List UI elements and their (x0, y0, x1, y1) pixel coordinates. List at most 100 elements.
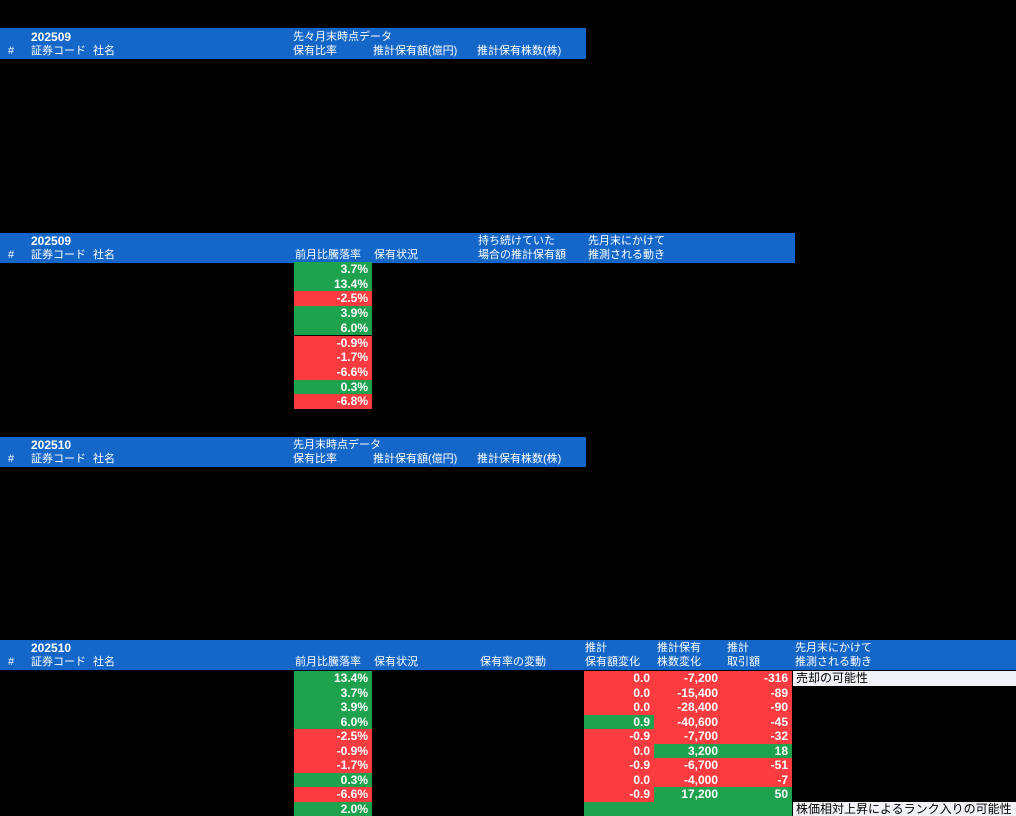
amt-change-cell[interactable]: 0.9 (584, 714, 654, 729)
col-header-index: # (8, 249, 15, 261)
pct-change-cell[interactable]: 13.4% (294, 671, 372, 686)
pct-change-cell[interactable]: 0.3% (294, 379, 372, 395)
pct-change-cell[interactable]: -6.6% (294, 787, 372, 802)
amt-change-cell[interactable]: -0.9 (584, 729, 654, 744)
col-header-index: # (8, 453, 15, 465)
trade-amt-cell[interactable]: -7 (722, 772, 792, 787)
share-change-cell[interactable] (654, 801, 722, 816)
col-header-hold-line2: 場合の推計保有額 (478, 249, 566, 261)
table-row: 3.7% 0.0 -15,400 -89 (0, 685, 1016, 700)
col-header-est-shares: 推計保有株数(株) (477, 45, 562, 57)
col-header-trade-line2: 取引額 (727, 656, 760, 668)
trade-amt-cell[interactable]: -90 (722, 700, 792, 715)
col-header-move-line2: 推測される動き (588, 249, 665, 261)
pct-change-cell[interactable]: -1.7% (294, 350, 372, 365)
table-row: -0.9% 0.0 3,200 18 (0, 743, 1016, 758)
trade-amt-cell[interactable]: -32 (722, 729, 792, 744)
col-header-code: 証券コード (31, 656, 86, 668)
pct-change-cell[interactable]: -6.8% (294, 394, 372, 409)
share-change-cell[interactable]: 17,200 (654, 787, 722, 802)
trade-amt-cell[interactable]: -316 (722, 671, 792, 686)
col-header-name: 社名 (93, 45, 115, 57)
pct-change-cell[interactable]: 3.7% (294, 262, 372, 277)
col-header-est-shares: 推計保有株数(株) (477, 453, 562, 465)
pct-change-cell[interactable]: 3.9% (294, 700, 372, 715)
amt-change-cell[interactable]: 0.0 (584, 772, 654, 787)
col-header-move-line1: 先月末にかけて (795, 642, 872, 654)
amt-change-cell[interactable] (584, 801, 654, 816)
header-band-202509-prev2: 202509 先々月末時点データ # 証券コード 社名 保有比率 推計保有額(億… (0, 28, 586, 59)
trade-amt-cell[interactable]: -45 (722, 714, 792, 729)
table-row: -2.5% -0.9 -7,700 -32 (0, 729, 1016, 744)
header-band-202509-moves: 202509 持ち続けていた 先月末にかけて # 証券コード 社名 前月比騰落率… (0, 233, 795, 263)
move-note-cell[interactable]: 売却の可能性 (793, 671, 1016, 686)
table-row: -1.7% -0.9 -6,700 -51 (0, 758, 1016, 773)
col-header-code: 証券コード (31, 45, 86, 57)
table-row: -6.8% (0, 394, 1016, 409)
col-header-est-amount: 推計保有額(億円) (373, 45, 458, 57)
pct-change-cell[interactable]: -6.6% (294, 364, 372, 380)
pct-change-cell[interactable]: -0.9% (294, 743, 372, 758)
share-change-cell[interactable]: -28,400 (654, 700, 722, 715)
share-change-cell[interactable]: -6,700 (654, 758, 722, 773)
amt-change-cell[interactable]: -0.9 (584, 787, 654, 802)
pct-change-cell[interactable]: -2.5% (294, 291, 372, 307)
amt-change-cell[interactable]: 0.0 (584, 700, 654, 715)
pct-change-cell[interactable]: -0.9% (294, 335, 372, 351)
share-change-cell[interactable]: -7,700 (654, 729, 722, 744)
share-change-cell[interactable]: -7,200 (654, 671, 722, 686)
amt-change-cell[interactable]: 0.0 (584, 671, 654, 686)
table-row: 6.0% (0, 320, 1016, 336)
col-header-amt-change-line1: 推計 (585, 642, 607, 654)
col-header-status: 保有状況 (374, 656, 418, 668)
trade-amt-cell[interactable]: -89 (722, 685, 792, 700)
table-row: 0.3% (0, 379, 1016, 395)
col-header-share-change-line2: 株数変化 (657, 656, 701, 668)
col-header-move-line2: 推測される動き (795, 656, 872, 668)
pct-change-cell[interactable]: -1.7% (294, 758, 372, 773)
subtitle-label: 先月末時点データ (293, 439, 381, 451)
amt-change-cell[interactable]: -0.9 (584, 758, 654, 773)
period-label: 202510 (31, 438, 72, 452)
pct-change-cell[interactable]: 2.0% (294, 801, 372, 816)
table-row: -0.9% (0, 335, 1016, 351)
pct-change-cell[interactable]: 6.0% (294, 714, 372, 729)
share-change-cell[interactable]: -15,400 (654, 685, 722, 700)
col-header-index: # (8, 45, 15, 57)
trade-amt-cell[interactable]: -51 (722, 758, 792, 773)
col-header-ratio: 保有比率 (293, 45, 337, 57)
header-band-202510-moves: 202510 推計 推計保有 推計 先月末にかけて # 証券コード 社名 前月比… (0, 640, 1016, 670)
header-band-202510-prev: 202510 先月末時点データ # 証券コード 社名 保有比率 推計保有額(億円… (0, 437, 586, 467)
table-row: 3.9% 0.0 -28,400 -90 (0, 700, 1016, 715)
col-header-move-line1: 先月末にかけて (588, 235, 665, 247)
share-change-cell[interactable]: -4,000 (654, 772, 722, 787)
col-header-code: 証券コード (31, 249, 86, 261)
col-header-index: # (8, 656, 15, 668)
col-header-hold-line1: 持ち続けていた (478, 235, 555, 247)
pct-change-cell[interactable]: 6.0% (294, 320, 372, 336)
pct-change-cell[interactable]: -2.5% (294, 729, 372, 744)
pct-change-cell[interactable]: 3.9% (294, 306, 372, 321)
share-change-cell[interactable]: -40,600 (654, 714, 722, 729)
col-header-change: 前月比騰落率 (295, 656, 361, 668)
amt-change-cell[interactable]: 0.0 (584, 685, 654, 700)
trade-amt-cell[interactable]: 18 (722, 743, 792, 758)
pct-change-cell[interactable]: 0.3% (294, 772, 372, 787)
col-header-name: 社名 (93, 453, 115, 465)
table-row: 6.0% 0.9 -40,600 -45 (0, 714, 1016, 729)
table-row: -6.6% (0, 364, 1016, 380)
col-header-ratio: 保有比率 (293, 453, 337, 465)
move-note-cell[interactable]: 株価相対上昇によるランク入りの可能性 (793, 801, 1016, 816)
pct-change-cell[interactable]: 3.7% (294, 685, 372, 700)
col-header-share-change-line1: 推計保有 (657, 642, 701, 654)
trade-amt-cell[interactable] (722, 801, 792, 816)
col-header-est-amount: 推計保有額(億円) (373, 453, 458, 465)
trade-amt-cell[interactable]: 50 (722, 787, 792, 802)
share-change-cell[interactable]: 3,200 (654, 743, 722, 758)
amt-change-cell[interactable]: 0.0 (584, 743, 654, 758)
pct-change-cell[interactable]: 13.4% (294, 276, 372, 292)
table-row: 3.7% (0, 262, 1016, 277)
period-label: 202509 (31, 30, 72, 44)
table-row: -2.5% (0, 291, 1016, 307)
